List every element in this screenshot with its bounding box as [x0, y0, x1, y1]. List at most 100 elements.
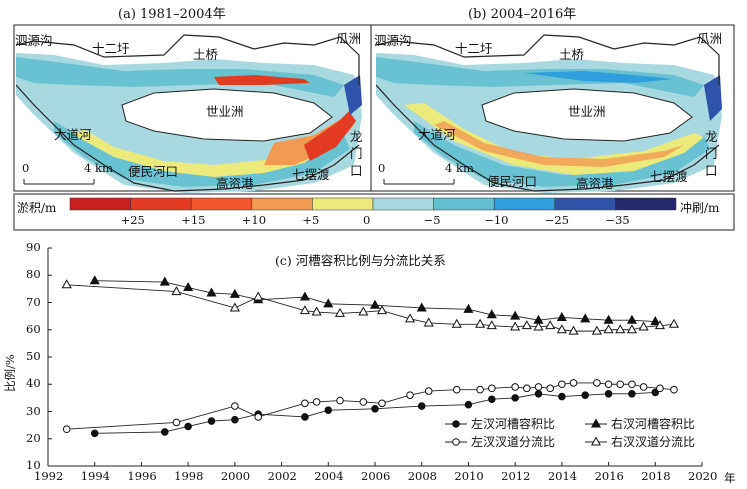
map-a-scale-km: 4 km	[84, 161, 113, 175]
x-tick-label: 2020	[688, 469, 718, 483]
legend-erosion-label: 冲刷/m	[680, 201, 720, 215]
data-point	[654, 320, 666, 330]
map-b-label-men: 门	[705, 146, 718, 161]
map-b-label-tuqiao: 土桥	[559, 47, 585, 62]
data-point	[475, 318, 486, 328]
data-point	[359, 398, 368, 406]
data-point	[604, 389, 613, 398]
series-triangle-open	[61, 279, 680, 335]
data-point	[569, 379, 578, 387]
map-a-label-dadaohe: 大道河	[54, 127, 92, 142]
x-tick-label: 1992	[34, 469, 64, 483]
legend-swatch	[190, 197, 253, 211]
data-point	[521, 320, 532, 330]
data-point	[651, 388, 660, 397]
legend-swatch	[615, 197, 677, 211]
data-point	[62, 425, 71, 434]
legend-swatch	[372, 197, 434, 211]
north-branch-mid	[16, 57, 344, 97]
south-bank	[15, 84, 360, 192]
data-point	[160, 428, 169, 436]
erosion-deep	[704, 75, 722, 121]
data-point	[546, 384, 554, 393]
map-a-label-qibaidu: 七摆渡	[292, 167, 330, 182]
map-b-label-gaozigang: 高资港	[576, 176, 614, 191]
legend-swatch	[251, 197, 313, 211]
x-tick-label: 2002	[267, 469, 297, 483]
north-erosion-strip	[524, 71, 674, 83]
deposition-erosion-legend	[13, 193, 735, 231]
data-point	[650, 316, 661, 326]
data-point	[159, 276, 170, 286]
data-point	[556, 324, 567, 334]
north-bank	[15, 34, 360, 85]
data-point	[90, 429, 99, 438]
data-point	[638, 321, 649, 331]
legend-swatch	[69, 197, 131, 211]
map-b-scale-zero: 0	[378, 161, 386, 175]
data-point	[558, 392, 566, 401]
y-tick-label: 30	[26, 403, 41, 418]
x-tick-label: 1998	[174, 469, 204, 483]
chart-legend-entry: 左汊汊道分流比	[471, 435, 556, 449]
data-point	[312, 398, 321, 406]
data-point	[231, 415, 239, 424]
data-point	[61, 279, 72, 289]
map-a-label-gaozigang: 高资港	[216, 176, 254, 191]
legend-value: −5	[423, 213, 441, 227]
data-point	[229, 302, 240, 312]
data-point	[486, 309, 497, 319]
south-branch-mid	[54, 121, 350, 187]
legend-value: +25	[120, 213, 145, 227]
river-map-a	[15, 34, 362, 193]
map-a-label-men: 门	[350, 146, 363, 161]
data-point	[590, 418, 602, 428]
data-point	[523, 384, 531, 393]
data-point	[590, 436, 602, 446]
data-point	[486, 320, 497, 330]
map-a-scale-zero: 0	[22, 161, 30, 175]
map-panels	[13, 24, 735, 193]
data-point	[487, 395, 496, 404]
map-b-label-bianmin: 便民河口	[487, 174, 538, 189]
data-point	[452, 385, 461, 394]
legend-value: −10	[484, 213, 509, 227]
data-point	[184, 422, 192, 431]
data-point	[615, 324, 626, 334]
chart-title: (c) 河槽容积比例与分流比关系	[275, 253, 446, 268]
x-tick-label: 2008	[407, 469, 437, 483]
y-tick-label: 70	[26, 294, 41, 309]
series-circle-open	[62, 379, 678, 434]
y-tick-label: 50	[26, 349, 41, 363]
map-b-label-shiyezhou: 世业洲	[568, 104, 606, 119]
data-point	[626, 324, 637, 334]
data-point	[452, 420, 460, 428]
data-point	[231, 402, 239, 410]
series-circle-filled	[90, 388, 660, 438]
x-tick-label: 1994	[80, 469, 110, 483]
x-tick-label: 2012	[501, 469, 531, 483]
river-map-b	[375, 34, 722, 193]
data-point	[511, 394, 519, 402]
data-point	[253, 291, 264, 301]
data-point	[656, 384, 664, 393]
map-a-label-guazhou: 瓜洲	[336, 31, 362, 46]
series-line	[94, 391, 656, 434]
legend-value: +10	[241, 213, 267, 227]
y-tick-label: 90	[26, 240, 41, 254]
data-point	[358, 306, 369, 316]
data-point	[534, 389, 543, 398]
data-point	[580, 313, 591, 323]
y-tick-label: 10	[26, 458, 41, 472]
south-branch-mid	[414, 121, 710, 187]
data-point	[668, 318, 680, 328]
erosion-deep	[344, 75, 362, 115]
y-tick-label: 40	[26, 376, 41, 391]
legend-swatch	[493, 197, 556, 211]
data-point	[406, 391, 414, 399]
data-point	[371, 404, 379, 413]
map-b-label-guazhou: 瓜洲	[697, 31, 723, 46]
chart-legend	[445, 418, 607, 446]
legend-value: +5	[302, 213, 320, 227]
